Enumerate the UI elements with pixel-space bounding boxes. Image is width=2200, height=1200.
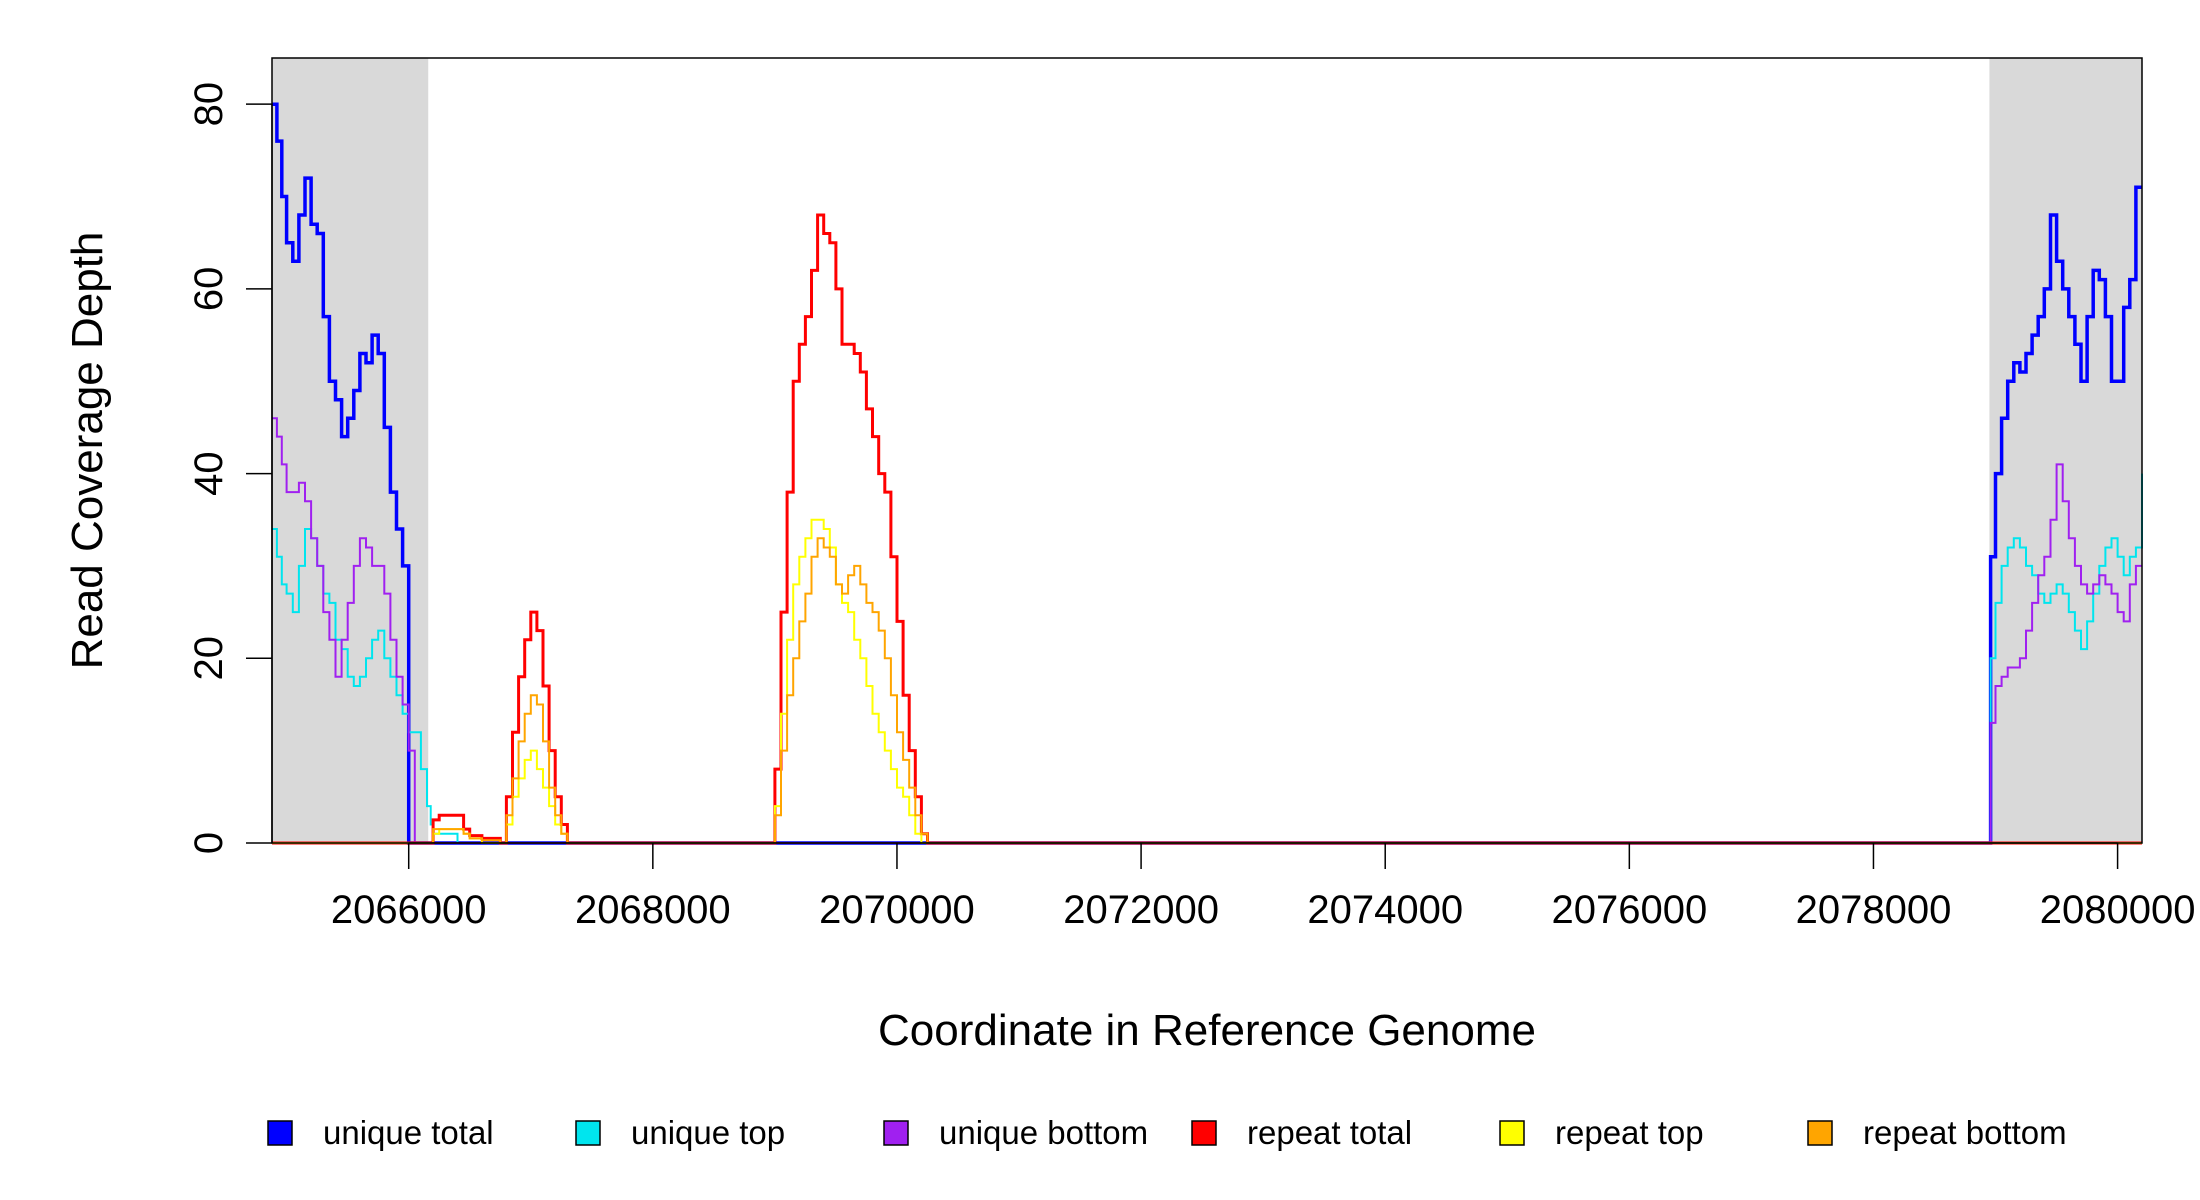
legend-swatch bbox=[575, 1120, 601, 1146]
series-line-repeat-bottom bbox=[272, 537, 2142, 844]
x-axis-label: Coordinate in Reference Genome bbox=[878, 1006, 1536, 1055]
series-line-unique-top bbox=[272, 473, 2143, 844]
y-tick-label: 60 bbox=[187, 267, 231, 312]
plot-frame bbox=[271, 57, 2143, 844]
legend-swatch bbox=[1807, 1120, 1833, 1146]
legend-label: repeat total bbox=[1247, 1114, 1412, 1151]
x-axis: 2066000 2068000 2070000 2072000 2074000 20760… bbox=[331, 842, 2196, 932]
shaded-regions bbox=[272, 58, 2142, 843]
y-tick-label: 40 bbox=[187, 451, 231, 496]
series-lines bbox=[272, 102, 2143, 845]
legend-swatch bbox=[883, 1120, 909, 1146]
x-tick-label: 2078000 bbox=[1796, 888, 1952, 932]
shaded-region bbox=[1989, 58, 2142, 843]
legend-label: unique bottom bbox=[939, 1114, 1148, 1151]
x-tick-label: 2072000 bbox=[1063, 888, 1219, 932]
legend-swatch bbox=[267, 1120, 293, 1146]
x-tick-label: 2080000 bbox=[2040, 888, 2196, 932]
shaded-region bbox=[272, 58, 429, 843]
y-tick-label: 0 bbox=[187, 832, 231, 854]
y-axis: 0 20 40 60 80 bbox=[187, 82, 273, 854]
legend-swatch bbox=[1191, 1120, 1217, 1146]
legend-label: repeat bottom bbox=[1863, 1114, 2067, 1151]
series-line-repeat-top bbox=[272, 518, 2142, 844]
series-line-unique-total bbox=[272, 102, 2142, 845]
x-tick-label: 2070000 bbox=[819, 888, 975, 932]
x-tick-label: 2074000 bbox=[1307, 888, 1463, 932]
legend-label: unique top bbox=[631, 1114, 785, 1151]
series-line-repeat-total bbox=[272, 213, 2142, 845]
x-tick-label: 2068000 bbox=[575, 888, 731, 932]
x-tick-label: 2076000 bbox=[1551, 888, 1707, 932]
y-axis-label: Read Coverage Depth bbox=[63, 232, 112, 670]
legend-swatch bbox=[1499, 1120, 1525, 1146]
x-tick-label: 2066000 bbox=[331, 888, 487, 932]
y-tick-label: 80 bbox=[187, 82, 231, 127]
series-line-unique-bottom bbox=[272, 417, 2142, 844]
legend: unique total unique top unique bottom repea… bbox=[267, 1114, 2067, 1151]
legend-label: repeat top bbox=[1555, 1114, 1704, 1151]
legend-label: unique total bbox=[323, 1114, 494, 1151]
y-tick-label: 20 bbox=[187, 636, 231, 681]
